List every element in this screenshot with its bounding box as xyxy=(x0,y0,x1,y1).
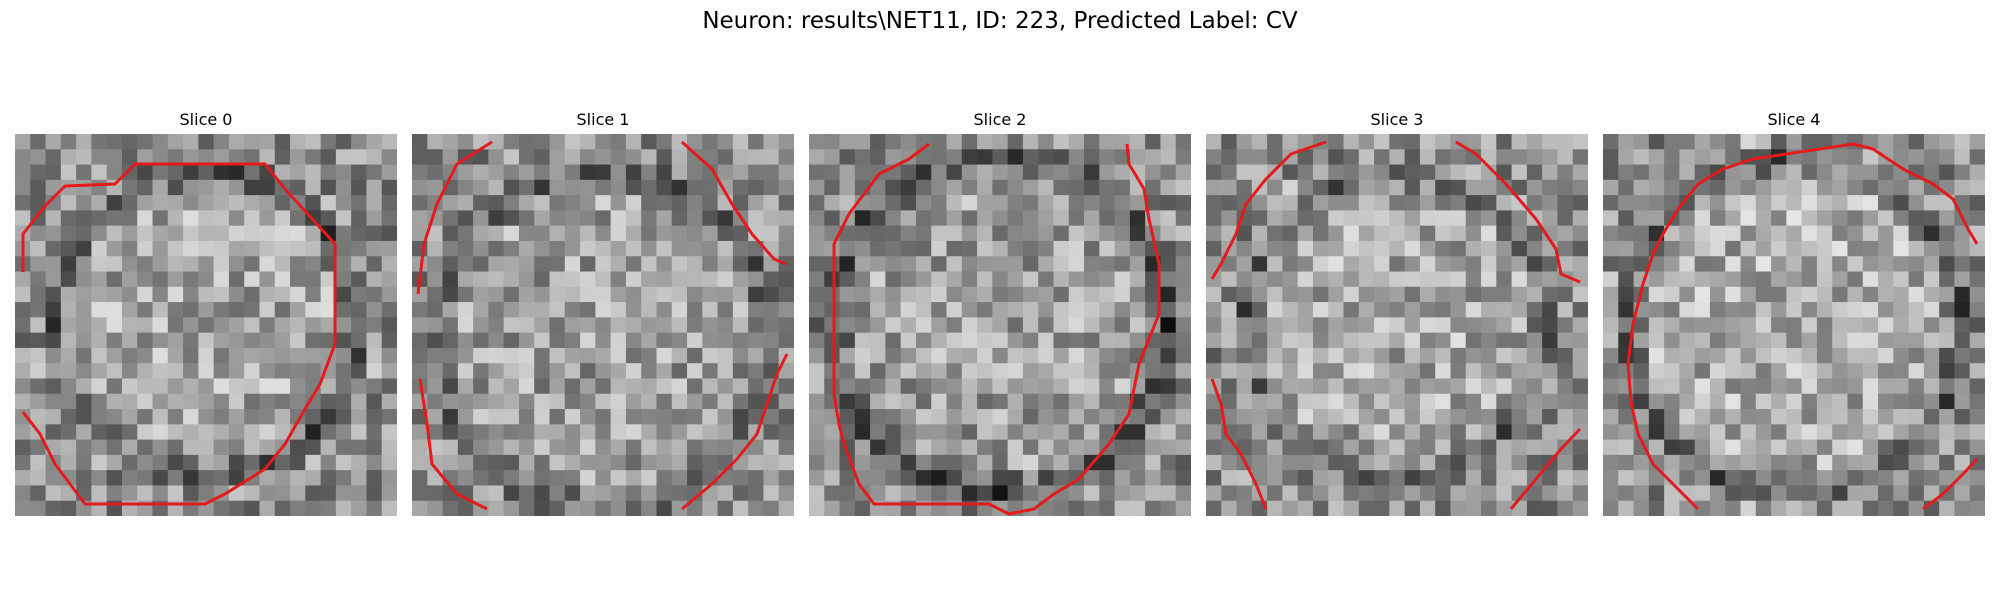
slice-contour-1 xyxy=(416,140,789,511)
slice-pixels-0 xyxy=(15,134,397,516)
slice-title-4: Slice 4 xyxy=(1767,110,1821,129)
slice-contour-4 xyxy=(1626,142,1979,511)
slice-panel-4: Slice 4 xyxy=(1603,108,1985,516)
slice-contour-2 xyxy=(832,142,1161,516)
figure-title: Neuron: results\NET11, ID: 223, Predicte… xyxy=(702,8,1298,34)
slice-pixels-4 xyxy=(1603,134,1985,516)
slice-title-0: Slice 0 xyxy=(179,110,233,129)
slice-image-1 xyxy=(412,134,794,516)
slice-image-2 xyxy=(809,134,1191,516)
slice-contour-0 xyxy=(21,162,337,506)
slice-title-2: Slice 2 xyxy=(973,110,1027,129)
slice-image-4 xyxy=(1603,134,1985,516)
slice-pixels-3 xyxy=(1206,134,1588,516)
slice-title-3: Slice 3 xyxy=(1370,110,1424,129)
slice-contour-3 xyxy=(1210,140,1582,510)
slice-image-3 xyxy=(1206,134,1588,516)
slice-title-1: Slice 1 xyxy=(576,110,630,129)
slice-pixels-2 xyxy=(809,134,1191,516)
slice-image-0 xyxy=(15,134,397,516)
slice-panel-0: Slice 0 xyxy=(15,108,397,516)
slice-panel-3: Slice 3 xyxy=(1206,108,1588,516)
slice-panel-1: Slice 1 xyxy=(412,108,794,516)
slice-panel-2: Slice 2 xyxy=(809,108,1191,516)
